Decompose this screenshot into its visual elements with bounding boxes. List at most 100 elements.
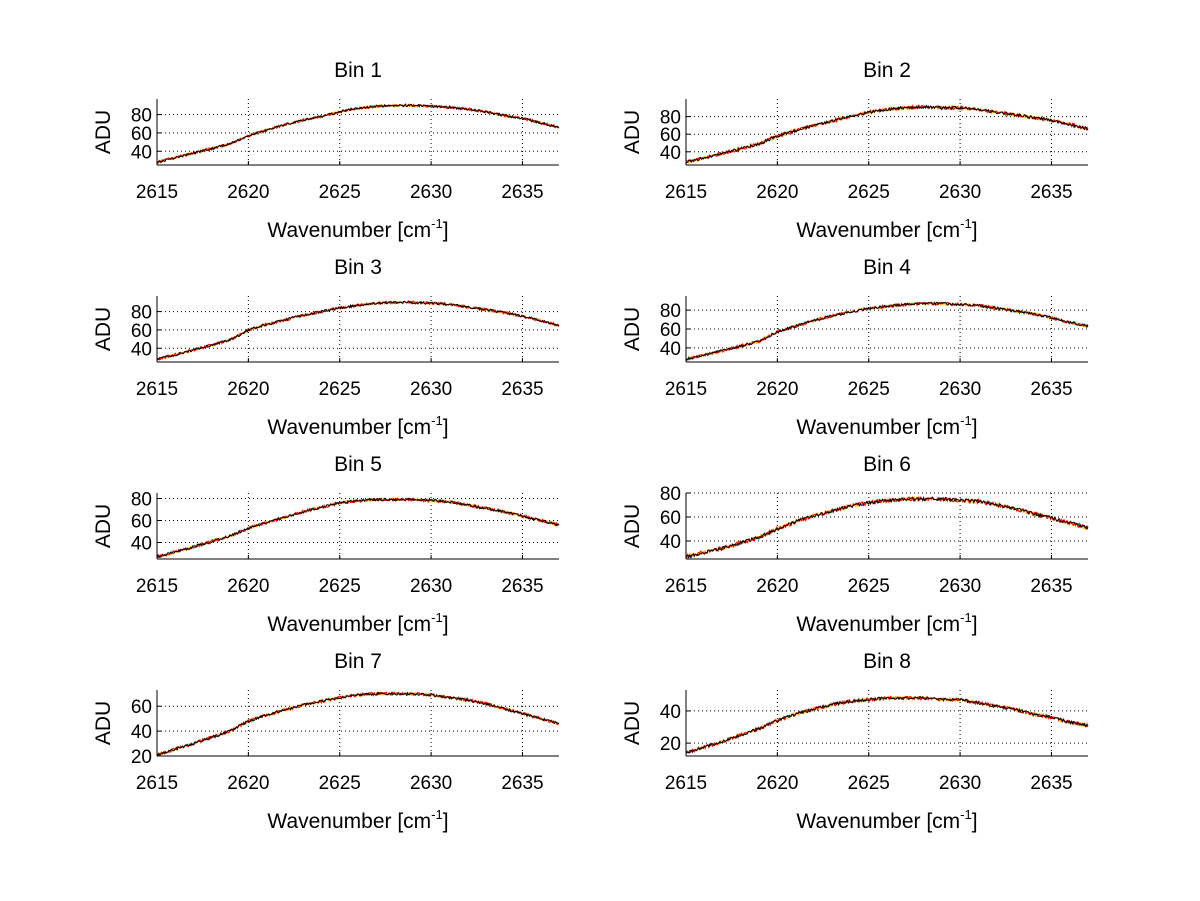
x-axis-label-text: Wavenumber [cm (267, 416, 431, 439)
line-series-yellow (685, 300, 1089, 361)
x-tick-label: 2615 (665, 576, 707, 597)
y-tick-label: 40 (660, 143, 681, 164)
y-axis-label: ADU (621, 307, 644, 351)
x-axis-label-text: Wavenumber [cm (796, 613, 960, 636)
line-series-red (156, 691, 560, 756)
line-series-yellow (156, 691, 560, 757)
x-tick-label: 2620 (227, 182, 269, 203)
x-tick-label: 2615 (136, 379, 178, 400)
x-tick-label: 2630 (939, 773, 981, 794)
y-axis-label: ADU (92, 701, 115, 745)
subplot-title: Bin 7 (334, 650, 382, 673)
y-tick-label: 20 (660, 734, 681, 755)
line-series-yellow (685, 495, 1089, 559)
x-tick-label: 2615 (665, 773, 707, 794)
y-tick-label: 20 (131, 747, 152, 768)
x-axis-label: Wavenumber [cm-1] (267, 216, 448, 242)
x-axis-label: Wavenumber [cm-1] (267, 610, 448, 636)
y-tick-label: 40 (131, 534, 152, 555)
x-axis-label-end: ] (972, 219, 978, 242)
x-tick-label: 2630 (410, 773, 452, 794)
subplot-6: 2615 2620 2625 2630 2635 40 60 80 Bin 6 Wavenumbe… (621, 453, 1089, 636)
x-axis-label-end: ] (443, 613, 449, 636)
x-tick-label: 2630 (939, 379, 981, 400)
y-axis-label: ADU (621, 701, 644, 745)
y-tick-label: 40 (131, 722, 152, 743)
line-series-black (156, 691, 560, 757)
subplot-8: 2615 2620 2625 2630 2635 20 40 Bin 8 Wavenumber … (621, 650, 1089, 833)
y-tick-label: 60 (660, 320, 681, 341)
x-tick-label: 2625 (848, 576, 890, 597)
x-tick-label: 2625 (319, 182, 361, 203)
line-series-red (156, 497, 560, 559)
y-axis-label: ADU (621, 504, 644, 548)
y-tick-label: 80 (131, 106, 152, 127)
line-series-red (685, 103, 1089, 163)
x-axis-label: Wavenumber [cm-1] (267, 413, 448, 439)
subplot-title: Bin 8 (863, 650, 911, 673)
line-series-black (156, 300, 560, 361)
line-series-black (156, 103, 560, 164)
x-axis-label-sup: -1 (431, 216, 443, 231)
line-series-yellow (685, 695, 1089, 754)
y-tick-label: 40 (660, 532, 681, 553)
x-tick-label: 2620 (227, 773, 269, 794)
subplot-title: Bin 6 (863, 453, 911, 476)
subplot-title: Bin 2 (863, 59, 911, 82)
x-axis-label-text: Wavenumber [cm (796, 219, 960, 242)
line-series-yellow (156, 300, 560, 361)
x-tick-label: 2615 (136, 182, 178, 203)
line-series-black (156, 497, 560, 558)
y-tick-label: 60 (131, 124, 152, 145)
y-axis-label: ADU (92, 504, 115, 548)
x-tick-label: 2635 (501, 576, 543, 597)
x-tick-label: 2635 (1030, 182, 1072, 203)
x-tick-label: 2625 (319, 773, 361, 794)
y-tick-label: 40 (660, 339, 681, 360)
x-axis-label-sup: -1 (960, 216, 972, 231)
line-series-black (685, 495, 1089, 559)
x-axis-label: Wavenumber [cm-1] (796, 216, 977, 242)
x-tick-label: 2635 (501, 379, 543, 400)
y-tick-label: 40 (660, 702, 681, 723)
line-series-black (685, 301, 1089, 361)
line-series-black (685, 104, 1089, 164)
x-tick-label: 2630 (939, 576, 981, 597)
x-tick-label: 2620 (756, 379, 798, 400)
subplot-title: Bin 1 (334, 59, 382, 82)
x-axis-label-sup: -1 (960, 807, 972, 822)
x-tick-label: 2620 (227, 576, 269, 597)
y-tick-label: 80 (660, 108, 681, 129)
y-axis-label: ADU (92, 307, 115, 351)
x-axis-label-sup: -1 (431, 610, 443, 625)
y-tick-label: 60 (660, 125, 681, 146)
y-tick-label: 80 (660, 484, 681, 505)
x-axis-label-end: ] (972, 613, 978, 636)
subplot-title: Bin 4 (863, 256, 911, 279)
y-tick-label: 80 (660, 301, 681, 322)
y-tick-label: 60 (131, 321, 152, 342)
line-series-black (685, 695, 1089, 754)
x-axis-label-end: ] (443, 416, 449, 439)
y-axis-label: ADU (92, 110, 115, 154)
x-axis-label-sup: -1 (960, 610, 972, 625)
x-axis-label: Wavenumber [cm-1] (796, 610, 977, 636)
x-tick-label: 2615 (665, 379, 707, 400)
y-tick-label: 60 (660, 508, 681, 529)
x-tick-label: 2615 (665, 182, 707, 203)
x-tick-label: 2625 (319, 379, 361, 400)
x-axis-label-end: ] (443, 219, 449, 242)
subplot-7: 2615 2620 2625 2630 2635 20 40 60 Bin 7 Wavenumbe… (92, 650, 560, 833)
x-axis-label-end: ] (443, 810, 449, 833)
line-series-red (685, 695, 1089, 754)
x-axis-label-text: Wavenumber [cm (267, 219, 431, 242)
x-tick-label: 2620 (756, 576, 798, 597)
y-tick-label: 40 (131, 339, 152, 360)
y-tick-label: 40 (131, 142, 152, 163)
x-tick-label: 2625 (319, 576, 361, 597)
